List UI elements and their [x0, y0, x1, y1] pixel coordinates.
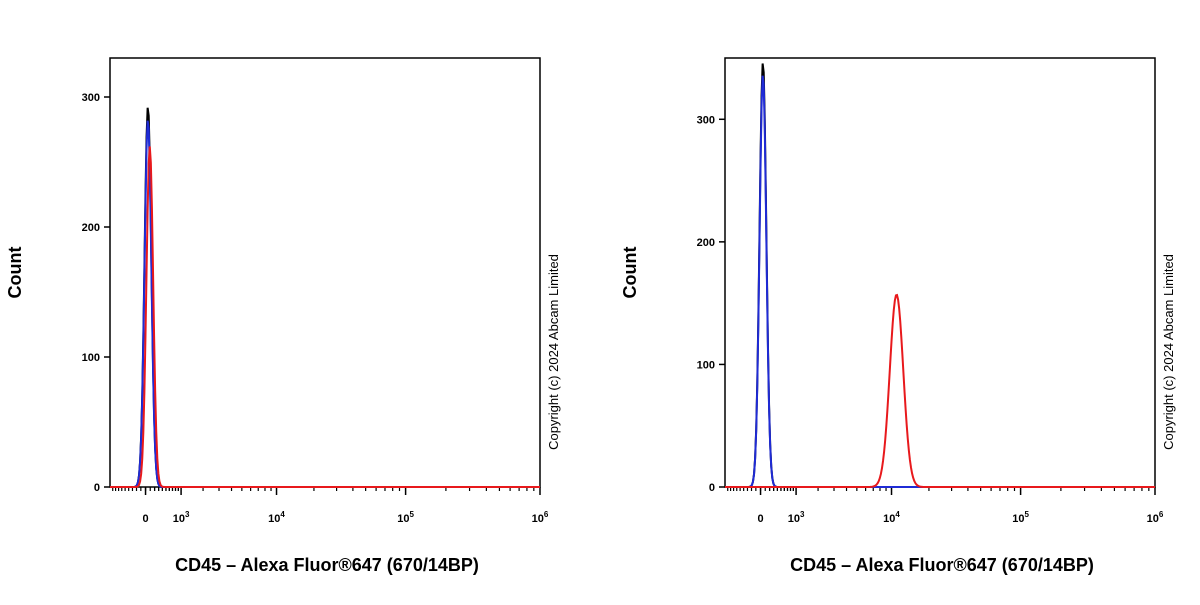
x-tick-exponent: 3	[800, 510, 805, 519]
x-tick-base: 10	[1012, 513, 1024, 525]
x-tick-label: 105	[397, 510, 414, 525]
histogram-panel-left: 0 100 200 300 0 103 104 105 106 Count CD45 – Alexa…	[0, 0, 600, 600]
x-axis-label: CD45 – Alexa Fluor®647 (670/14BP)	[790, 555, 1094, 575]
y-tick-label: 200	[82, 222, 100, 234]
x-tick-exponent: 5	[410, 510, 415, 519]
x-tick-exponent: 6	[1159, 510, 1164, 519]
x-tick-label: 103	[788, 510, 805, 525]
x-tick-label: 104	[268, 510, 285, 525]
y-tick-label: 300	[697, 114, 715, 126]
x-tick-base: 10	[268, 513, 280, 525]
x-tick-label: 0	[142, 513, 148, 525]
y-tick-label: 0	[94, 482, 100, 494]
x-tick-base: 10	[397, 513, 409, 525]
histogram-series-2	[110, 146, 540, 488]
histogram-series-1	[725, 75, 1155, 488]
histogram-panel-right: 0 100 200 300 0 103 104 105 106 Count CD45 – Alexa…	[615, 0, 1200, 600]
y-tick-label: 0	[709, 482, 715, 494]
x-tick-label: 105	[1012, 510, 1029, 525]
copyright-watermark: Copyright (c) 2024 Abcam Limited	[546, 254, 561, 450]
y-tick-label: 300	[82, 92, 100, 104]
x-tick-label: 0	[757, 513, 763, 525]
x-tick-base: 0	[142, 513, 148, 525]
y-axis-label: Count	[5, 247, 25, 299]
x-tick-base: 10	[532, 513, 544, 525]
x-tick-exponent: 4	[895, 510, 900, 519]
x-axis-label: CD45 – Alexa Fluor®647 (670/14BP)	[175, 555, 479, 575]
histogram-series-1	[110, 120, 540, 488]
x-tick-base: 10	[173, 513, 185, 525]
y-tick-label: 100	[82, 352, 100, 364]
y-tick-label: 100	[697, 359, 715, 371]
plot-frame	[109, 57, 541, 488]
x-tick-label: 106	[1147, 510, 1164, 525]
x-tick-exponent: 5	[1025, 510, 1030, 519]
x-tick-exponent: 3	[185, 510, 190, 519]
histogram-series-2	[725, 293, 1155, 488]
histogram-series-0	[110, 107, 540, 488]
x-tick-base: 10	[1147, 513, 1159, 525]
y-axis-label: Count	[620, 247, 640, 299]
plot-frame	[724, 57, 1156, 488]
copyright-watermark: Copyright (c) 2024 Abcam Limited	[1161, 254, 1176, 450]
x-tick-label: 103	[173, 510, 190, 525]
x-tick-exponent: 4	[280, 510, 285, 519]
x-tick-base: 10	[883, 513, 895, 525]
x-tick-label: 106	[532, 510, 549, 525]
x-tick-exponent: 6	[544, 510, 549, 519]
x-tick-label: 104	[883, 510, 900, 525]
x-tick-base: 10	[788, 513, 800, 525]
y-tick-label: 200	[697, 237, 715, 249]
x-tick-base: 0	[757, 513, 763, 525]
histogram-series-0	[725, 63, 1155, 488]
